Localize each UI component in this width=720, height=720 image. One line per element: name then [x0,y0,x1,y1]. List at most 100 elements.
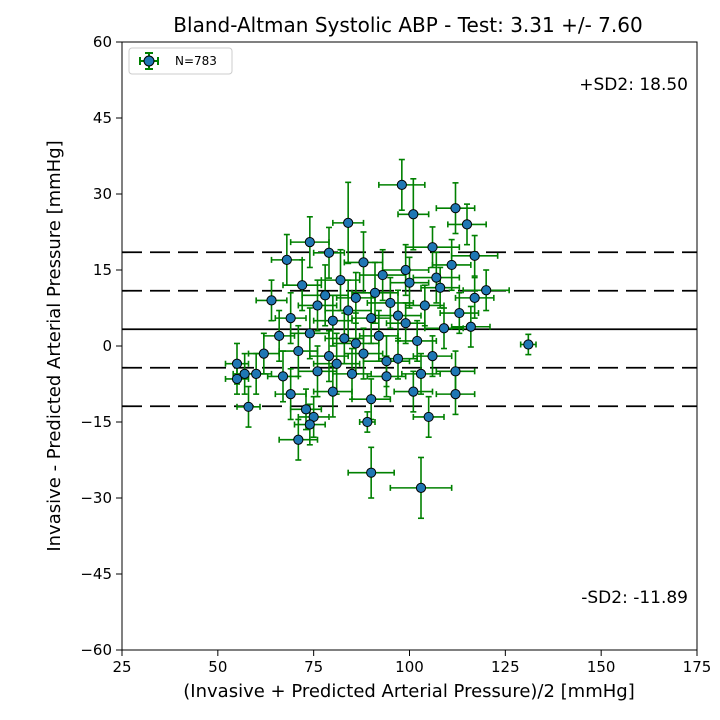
x-tick-label: 75 [304,658,323,676]
data-point [377,269,388,281]
data-point [300,404,312,415]
data-point [243,401,254,412]
data-point [358,257,369,268]
data-point [335,275,346,286]
data-point [358,348,369,359]
data-point [373,330,384,341]
data-point [415,368,427,379]
x-tick-label: 150 [587,658,616,676]
plot-area-frame [121,41,698,651]
data-point [408,209,419,220]
y-tick-label: 60 [93,33,112,51]
data-point [239,368,250,379]
y-axis-label: Invasive - Predicted Arterial Pressure [… [44,140,65,551]
data-point [431,272,442,283]
data-point [415,482,427,493]
data-point [450,203,461,214]
data-point [454,307,465,319]
data-point [231,373,243,385]
data-point [427,351,438,362]
y-tick-label: −30 [80,489,112,507]
data-point [366,467,377,478]
legend: N=783 [128,47,233,75]
data-point [366,394,377,405]
data-point [366,313,377,324]
y-tick-label: 0 [102,337,112,355]
data-point [392,310,404,321]
data-point [400,318,411,329]
data-point [339,333,350,344]
data-point [343,217,354,228]
data-point [438,323,450,334]
data-point [404,277,415,288]
data-point [350,338,361,349]
data-point [281,254,292,265]
data-point [231,358,243,369]
data-point [412,335,423,347]
data-point [450,366,461,377]
data-point [481,285,492,296]
x-axis-ticks: 25 50 75 100 125 150 175 [112,650,711,676]
data-point [346,368,358,379]
data-point [304,237,315,248]
legend-frame [128,47,233,75]
data-point [381,371,392,382]
data-point [469,250,480,261]
error-bar [404,226,461,269]
y-tick-label: 45 [93,109,112,127]
chart-title: Bland-Altman Systolic ABP - Test: 3.31 +… [173,13,642,37]
data-point [304,328,315,339]
y-axis-ticks: −60 −45 −30 −15 0 15 30 45 60 [80,33,122,659]
data-point [312,366,323,377]
x-tick-label: 175 [683,658,712,676]
data-point [251,368,262,379]
data-point [400,264,411,276]
data-point [369,287,381,298]
data-point [350,292,361,303]
data-point [446,259,457,271]
data-point [461,219,473,230]
data-point [297,280,308,291]
data-point [331,358,342,369]
y-tick-label: −45 [80,565,112,583]
data-point [450,389,461,400]
data-point [343,305,354,316]
data-point [385,297,396,309]
data-point [435,282,446,293]
x-axis-label: (Invasive + Predicted Arterial Pressure)… [183,681,634,702]
x-tick-label: 125 [491,658,520,676]
data-point [277,371,289,382]
data-point [323,351,335,362]
upper-sd-annotation: +SD2: 18.50 [579,75,688,95]
data-point [523,339,534,350]
data-point [293,345,304,357]
data-point [392,353,404,364]
data-point [323,247,335,258]
data-point [327,315,338,326]
data-point [465,321,476,332]
y-tick-label: 15 [93,261,112,279]
lower-sd-annotation: -SD2: -11.89 [581,588,688,608]
legend-label: N=783 [175,54,217,68]
data-point [362,416,373,428]
data-point [320,290,331,301]
data-point [293,434,304,445]
data-point [285,313,296,324]
data-points [231,179,534,493]
y-tick-label: −15 [80,413,112,431]
data-point [327,386,338,397]
data-point [469,292,480,303]
legend-marker [139,52,159,70]
x-tick-label: 100 [395,658,424,676]
data-point [381,356,392,367]
y-tick-label: −60 [80,641,112,659]
x-tick-label: 25 [112,658,131,676]
x-tick-label: 50 [208,658,227,676]
data-point [427,242,438,253]
data-point [285,389,296,400]
data-point [419,300,430,311]
data-point [274,330,285,341]
y-tick-label: 30 [93,185,112,203]
data-point [266,295,277,306]
